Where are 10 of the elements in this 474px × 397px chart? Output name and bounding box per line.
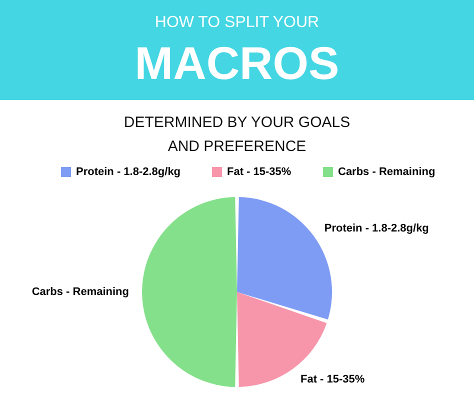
pie-slice xyxy=(237,292,327,387)
pie-slice xyxy=(142,197,237,387)
slice-label: Carbs - Remaining xyxy=(32,286,129,298)
legend-label: Fat - 15-35% xyxy=(227,166,292,178)
slice-label: Fat - 15-35% xyxy=(300,373,365,386)
slice-label: Protein - 1.8-2.8g/kg xyxy=(324,222,429,235)
chart-title: HOW TO SPLIT YOUR MACROS xyxy=(134,14,340,89)
chart-subtitle: DETERMINED BY YOUR GOALS AND PREFERENCE xyxy=(124,114,350,155)
legend-label: Carbs - Remaining xyxy=(338,166,436,178)
legend-label: Protein - 1.8-2.8g/kg xyxy=(76,166,181,178)
